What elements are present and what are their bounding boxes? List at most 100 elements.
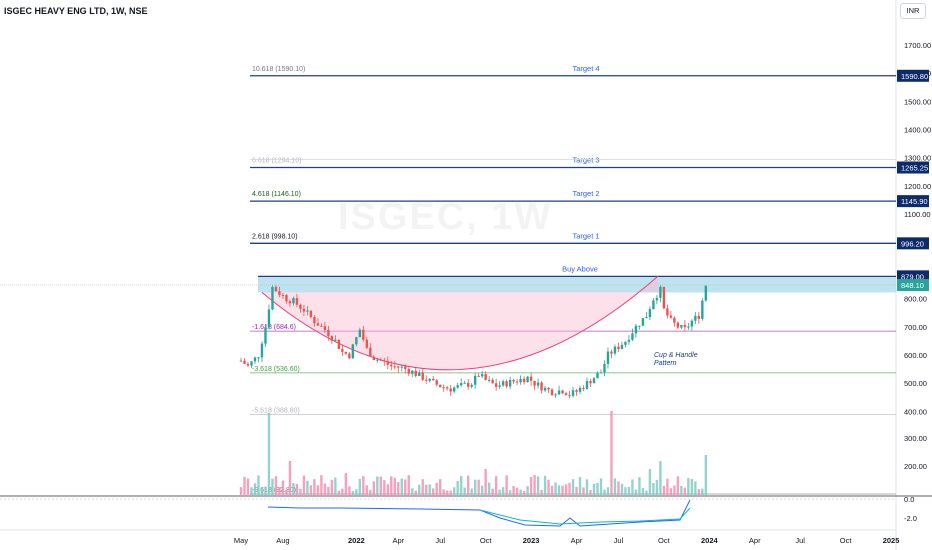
candle-body — [666, 308, 669, 316]
candle-body — [446, 387, 449, 389]
volume-bar — [292, 483, 295, 495]
volume-bar — [407, 475, 410, 495]
candle-body — [683, 324, 687, 328]
volume-bar — [397, 482, 400, 495]
volume-bar — [697, 489, 701, 495]
fib-label: 6.618 (1294.10) — [252, 158, 301, 165]
target-label: Target 2 — [572, 189, 599, 198]
volume-bar — [442, 489, 445, 495]
volume-bar — [274, 476, 278, 495]
volume-bar — [624, 487, 627, 495]
candle-body — [627, 339, 631, 342]
candle-body — [557, 390, 561, 395]
candle-body — [456, 385, 459, 388]
candle-body — [480, 374, 484, 377]
candle-body — [659, 286, 662, 298]
candle-body — [250, 361, 253, 366]
candle-body — [323, 326, 327, 330]
candle-body — [292, 298, 295, 304]
candle-body — [522, 378, 526, 383]
volume-bar — [491, 488, 494, 495]
x-tick-label: Apr — [392, 536, 404, 545]
volume-bar — [264, 486, 267, 495]
volume-bar — [379, 476, 382, 495]
candle-body — [344, 351, 348, 354]
indicator-tick-label: -2.0 — [904, 514, 917, 523]
volume-bar — [473, 479, 477, 495]
fib-label: -5.618 (388.80) — [252, 407, 300, 414]
candle-body — [439, 384, 442, 388]
volume-bar — [463, 487, 466, 495]
y-tick-label: 1200.00 — [904, 182, 931, 191]
candle-body — [641, 318, 645, 326]
volume-bar — [550, 485, 554, 495]
last-price-tag: 848.10 — [901, 281, 924, 290]
candle-body — [613, 346, 617, 354]
volume-bar — [536, 476, 540, 495]
volume-bar — [561, 485, 564, 495]
volume-bar — [526, 486, 529, 495]
candle-body — [669, 315, 673, 318]
volume-bar — [519, 489, 522, 495]
candle-body — [404, 366, 407, 370]
candle-body — [390, 364, 393, 367]
volume-bar — [547, 479, 550, 495]
candle-body — [362, 329, 365, 340]
volume-bar — [484, 469, 487, 495]
candle-body — [599, 372, 603, 374]
volume-bar — [428, 484, 431, 495]
volume-bar — [648, 469, 652, 495]
fib-label: 4.618 (1146.10) — [252, 191, 301, 198]
volume-bar — [641, 488, 645, 495]
price-tag-box — [897, 69, 929, 82]
candle-body — [645, 317, 648, 319]
volume-bar — [446, 490, 449, 495]
candle-body — [561, 390, 564, 394]
volume-bar — [320, 475, 323, 495]
volume-tick-label: 200.00 — [904, 462, 927, 471]
candle-body — [288, 301, 292, 304]
x-tick-label: Oct — [840, 536, 853, 545]
candle-body — [459, 383, 463, 386]
volume-bar — [456, 480, 459, 495]
currency-button[interactable]: INR — [900, 3, 926, 19]
volume-bar — [603, 489, 606, 495]
cup-curve — [261, 275, 659, 371]
last-price-tag-box — [897, 279, 929, 292]
candle-body — [432, 378, 435, 381]
volume-bar — [508, 490, 512, 495]
volume-bar — [690, 478, 694, 495]
candle-body — [355, 337, 358, 345]
y-tick-label: 1100.00 — [904, 210, 931, 219]
volume-bar — [257, 475, 260, 495]
volume-bar — [281, 480, 285, 495]
candle-body — [676, 322, 680, 328]
candle-body — [606, 351, 610, 364]
volume-bar — [704, 455, 708, 495]
candle-body — [239, 360, 243, 362]
volume-bar — [666, 478, 669, 495]
candle-body — [585, 381, 589, 389]
candle-body — [690, 320, 694, 327]
volume-bar — [285, 489, 288, 495]
candle-body — [271, 287, 274, 310]
volume-bar — [606, 487, 610, 495]
volume-bar — [564, 484, 568, 495]
volume-bar — [246, 478, 250, 495]
candle-body — [648, 309, 652, 318]
volume-bar — [351, 490, 355, 495]
volume-bar — [543, 475, 547, 495]
volume-bar — [260, 487, 264, 495]
candle-body — [617, 346, 620, 349]
candle-body — [470, 384, 473, 387]
volume-bar — [620, 483, 624, 495]
volume-bar — [571, 479, 575, 495]
volume-bar — [278, 487, 281, 495]
candle-body — [655, 297, 659, 301]
volume-bar — [585, 479, 589, 495]
candle-body — [536, 382, 540, 386]
volume-bar — [515, 487, 519, 495]
y-tick-label: 1400.00 — [904, 126, 931, 135]
